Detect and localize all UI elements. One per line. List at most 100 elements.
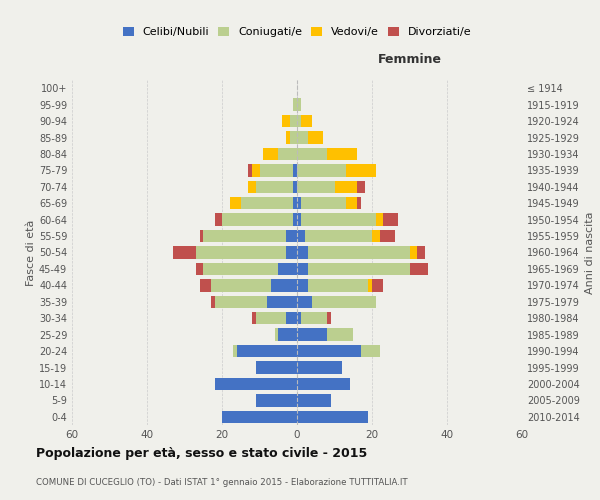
Bar	[290, 115, 297, 127]
Bar	[308, 263, 409, 275]
Bar	[256, 362, 297, 374]
Bar	[335, 180, 357, 193]
Bar	[297, 378, 349, 390]
Bar	[248, 164, 252, 176]
Bar	[376, 214, 383, 226]
Bar	[278, 148, 297, 160]
Bar	[211, 296, 215, 308]
Bar	[199, 230, 203, 242]
Bar	[282, 115, 290, 127]
Bar	[263, 148, 278, 160]
Bar	[308, 279, 368, 291]
Bar	[293, 98, 297, 111]
Bar	[297, 132, 308, 143]
Bar	[293, 164, 297, 176]
Bar	[346, 197, 357, 209]
Bar	[301, 197, 346, 209]
Bar	[211, 279, 271, 291]
Bar	[290, 132, 297, 143]
Bar	[278, 328, 297, 341]
Bar	[409, 246, 417, 258]
Bar	[380, 230, 395, 242]
Bar	[241, 197, 293, 209]
Bar	[361, 345, 380, 357]
Bar	[305, 230, 372, 242]
Bar	[267, 296, 297, 308]
Bar	[260, 164, 293, 176]
Bar	[233, 345, 237, 357]
Bar	[173, 246, 196, 258]
Bar	[256, 312, 286, 324]
Bar	[301, 115, 312, 127]
Bar	[286, 312, 297, 324]
Bar	[203, 263, 278, 275]
Bar	[278, 263, 297, 275]
Bar	[297, 197, 301, 209]
Bar	[199, 279, 211, 291]
Bar	[301, 214, 376, 226]
Bar	[297, 394, 331, 406]
Bar	[275, 328, 278, 341]
Bar	[297, 214, 301, 226]
Bar	[417, 246, 425, 258]
Bar	[301, 312, 327, 324]
Legend: Celibi/Nubili, Coniugati/e, Vedovi/e, Divorziati/e: Celibi/Nubili, Coniugati/e, Vedovi/e, Di…	[122, 27, 472, 38]
Bar	[196, 246, 286, 258]
Bar	[327, 328, 353, 341]
Bar	[229, 197, 241, 209]
Bar	[297, 328, 327, 341]
Bar	[372, 279, 383, 291]
Bar	[297, 230, 305, 242]
Bar	[286, 230, 297, 242]
Bar	[327, 312, 331, 324]
Bar	[357, 180, 365, 193]
Bar	[312, 296, 376, 308]
Bar	[215, 296, 267, 308]
Bar	[293, 197, 297, 209]
Bar	[297, 362, 342, 374]
Bar	[297, 180, 335, 193]
Bar	[252, 312, 256, 324]
Bar	[327, 148, 357, 160]
Bar	[248, 180, 256, 193]
Bar	[215, 378, 297, 390]
Bar	[409, 263, 428, 275]
Text: Popolazione per età, sesso e stato civile - 2015: Popolazione per età, sesso e stato civil…	[36, 448, 367, 460]
Bar	[293, 180, 297, 193]
Bar	[368, 279, 372, 291]
Bar	[297, 263, 308, 275]
Bar	[297, 98, 301, 111]
Text: COMUNE DI CUCEGLIO (TO) - Dati ISTAT 1° gennaio 2015 - Elaborazione TUTTITALIA.I: COMUNE DI CUCEGLIO (TO) - Dati ISTAT 1° …	[36, 478, 407, 487]
Bar	[308, 132, 323, 143]
Bar	[297, 164, 346, 176]
Bar	[357, 197, 361, 209]
Bar	[293, 214, 297, 226]
Bar	[256, 394, 297, 406]
Bar	[297, 312, 301, 324]
Bar	[203, 230, 286, 242]
Bar	[252, 164, 260, 176]
Bar	[196, 263, 203, 275]
Bar	[372, 230, 380, 242]
Bar	[222, 214, 293, 226]
Y-axis label: Fasce di età: Fasce di età	[26, 220, 36, 286]
Bar	[286, 132, 290, 143]
Text: Femmine: Femmine	[377, 53, 442, 66]
Bar	[346, 164, 376, 176]
Bar	[215, 214, 222, 226]
Bar	[256, 180, 293, 193]
Bar	[297, 296, 312, 308]
Y-axis label: Anni di nascita: Anni di nascita	[585, 211, 595, 294]
Bar	[297, 410, 368, 423]
Bar	[308, 246, 409, 258]
Bar	[383, 214, 398, 226]
Bar	[222, 410, 297, 423]
Bar	[297, 148, 327, 160]
Bar	[297, 279, 308, 291]
Bar	[297, 246, 308, 258]
Bar	[271, 279, 297, 291]
Bar	[297, 115, 301, 127]
Bar	[297, 345, 361, 357]
Bar	[237, 345, 297, 357]
Bar	[286, 246, 297, 258]
